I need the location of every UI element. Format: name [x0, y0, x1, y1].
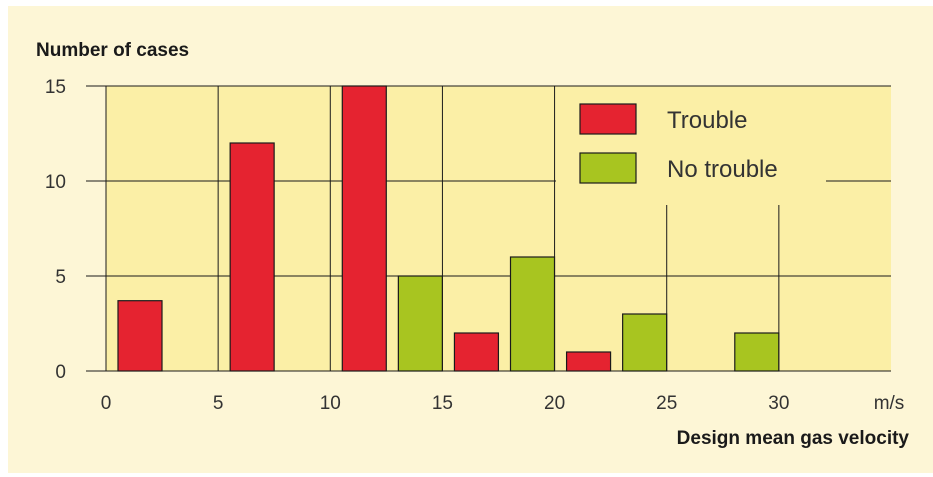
y-axis-label: Number of cases: [36, 40, 190, 61]
x-tick-label: 10: [320, 393, 341, 414]
bar-trouble: [341, 85, 387, 372]
bar-no-trouble: [734, 332, 780, 372]
y-tick-label: 0: [55, 362, 66, 383]
legend-swatch-no-trouble: [579, 152, 637, 184]
x-unit-label: m/s: [874, 393, 905, 414]
bar-no-trouble: [509, 256, 556, 372]
legend-label: Trouble: [667, 107, 747, 134]
bar-trouble: [117, 300, 163, 372]
y-tick-label: 15: [45, 77, 66, 98]
bar-trouble: [453, 332, 500, 372]
legend-swatch-trouble: [579, 103, 637, 135]
bar-trouble: [229, 142, 275, 372]
x-axis-label: Design mean gas velocity: [676, 428, 909, 449]
x-tick-label: 15: [432, 393, 453, 414]
y-tick-label: 5: [55, 267, 66, 288]
x-tick-label: 25: [656, 393, 677, 414]
x-tick-label: 20: [544, 393, 565, 414]
y-tick-label: 10: [45, 172, 66, 193]
x-tick-label: 30: [768, 393, 789, 414]
bar-trouble: [565, 351, 612, 372]
bar-no-trouble: [622, 313, 668, 372]
legend-label: No trouble: [667, 156, 778, 183]
x-tick-label: 5: [213, 393, 224, 414]
bar-no-trouble: [397, 275, 443, 372]
x-tick-label: 0: [101, 393, 112, 414]
